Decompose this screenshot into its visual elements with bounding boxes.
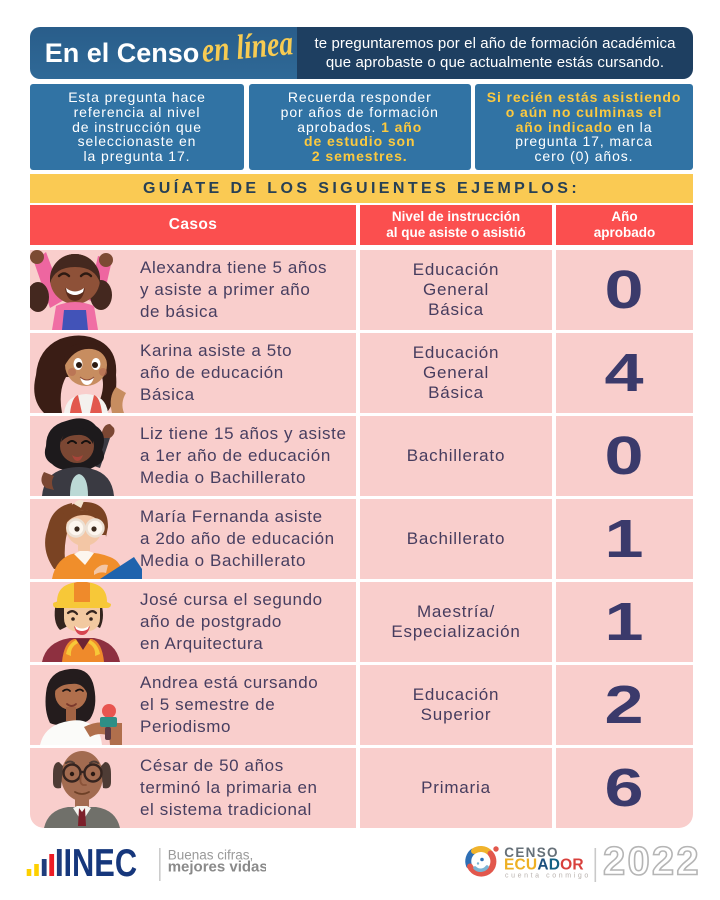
svg-text:cuenta conmigo: cuenta conmigo <box>505 873 591 880</box>
svg-text:ECUADOR: ECUADOR <box>504 857 584 874</box>
svg-text:2022: 2022 <box>603 840 701 884</box>
svg-text:CENSO: CENSO <box>504 845 559 860</box>
svg-text:mejores vidas: mejores vidas <box>168 859 266 876</box>
svg-text:INEC: INEC <box>64 845 138 885</box>
svg-text:Buenas cifras,: Buenas cifras, <box>168 848 254 863</box>
